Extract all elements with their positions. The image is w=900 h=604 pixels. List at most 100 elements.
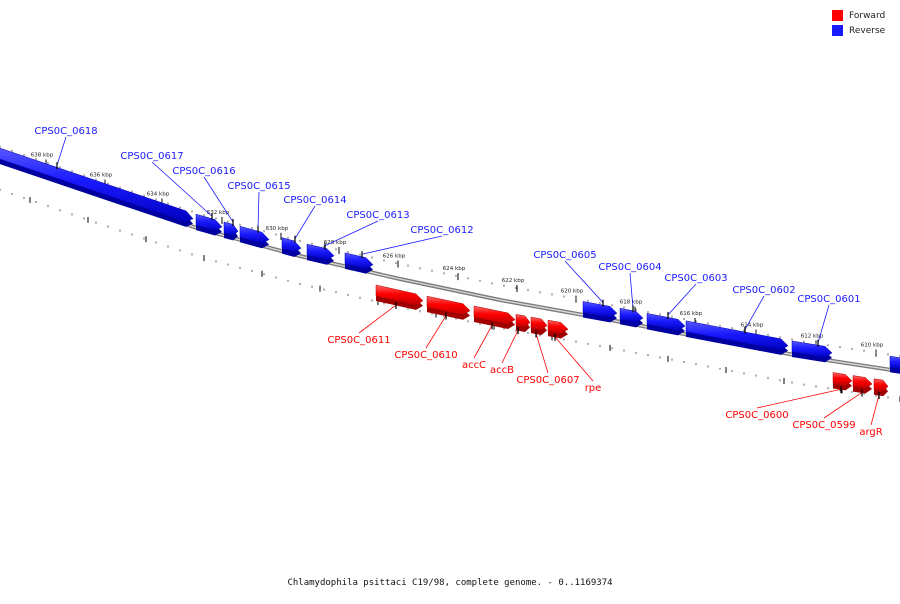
legend-reverse-label: Reverse — [849, 25, 886, 36]
gene-arrow[interactable] — [375, 284, 424, 310]
gene-arrow[interactable] — [852, 375, 873, 394]
gene-arrow[interactable] — [0, 147, 194, 227]
gene-label[interactable]: CPS0C_0614 — [283, 195, 346, 206]
gene-leader-line — [564, 260, 604, 303]
gene-arrow[interactable] — [832, 372, 853, 391]
tick-label: 618 kbp — [620, 300, 643, 306]
gene-arrow[interactable] — [646, 313, 686, 336]
gene-arrow[interactable] — [889, 355, 900, 374]
gene-labels: CPS0C_0618 CPS0C_0617 CPS0C_0616 CPS0C_0615… — [34, 126, 882, 438]
gene-arrow[interactable] — [473, 305, 516, 329]
tick-label: 626 kbp — [383, 254, 406, 260]
forward-swatch — [832, 10, 843, 21]
gene-leader-line — [361, 235, 443, 255]
gene-label[interactable]: CPS0C_0603 — [664, 273, 727, 284]
gene-label[interactable]: CPS0C_0615 — [227, 181, 290, 192]
gene-leader-line — [358, 304, 397, 334]
tick-label: 612 kbp — [801, 333, 824, 339]
gene-arrow-face — [889, 355, 900, 369]
gene-arrow[interactable] — [791, 340, 833, 363]
gene-arrow-face — [473, 305, 516, 325]
gene-label[interactable]: CPS0C_0600 — [725, 410, 788, 421]
legend-reverse: Reverse — [832, 23, 892, 38]
gene-arrow[interactable] — [223, 221, 239, 241]
gene-arrow-face — [0, 147, 194, 223]
tick-label: 632 kbp — [207, 210, 230, 216]
gene-arrow[interactable] — [239, 225, 270, 249]
gene-leader-line — [203, 176, 234, 223]
gene-arrow-face — [530, 316, 548, 331]
gene-leader-line — [744, 295, 765, 330]
gene-arrow-face — [223, 221, 239, 236]
gene-arrow[interactable] — [547, 319, 569, 339]
gene-label[interactable]: CPS0C_0610 — [394, 350, 457, 361]
gene-leader-line — [501, 330, 519, 364]
gene-leader-line — [294, 205, 316, 239]
gene-arrow-face — [375, 284, 424, 306]
gene-arrow-face — [547, 319, 569, 334]
legend-forward-label: Forward — [849, 10, 886, 21]
gene-label[interactable]: accC — [462, 360, 486, 371]
gene-leader-line — [629, 272, 634, 309]
gene-arrow[interactable] — [306, 243, 335, 265]
gene-arrow[interactable] — [515, 314, 531, 333]
gene-arrow-face — [281, 237, 302, 253]
gene-leader-line — [817, 304, 830, 343]
gene-arrow[interactable] — [873, 378, 889, 397]
gene-arrow-face — [791, 340, 833, 358]
tick-label: 630 kbp — [266, 226, 289, 232]
gene-label[interactable]: CPS0C_0602 — [732, 285, 795, 296]
gene-arrow[interactable] — [344, 252, 374, 274]
gene-leader-line — [56, 136, 67, 166]
gene-arrow-face — [582, 301, 618, 318]
strand-legend: Forward Reverse — [832, 8, 892, 38]
gene-label[interactable]: rpe — [585, 383, 602, 394]
gene-label[interactable]: argR — [859, 427, 882, 438]
gene-leader-line — [554, 336, 594, 382]
gene-arrow[interactable] — [582, 301, 618, 323]
gene-label[interactable]: CPS0C_0613 — [346, 210, 409, 221]
gene-leader-line — [324, 220, 379, 247]
tick-label: 622 kbp — [502, 278, 525, 284]
gene-arrow[interactable] — [530, 316, 548, 335]
gene-label[interactable]: CPS0C_0617 — [120, 151, 183, 162]
tick-label: 610 kbp — [861, 343, 884, 349]
legend-forward: Forward — [832, 8, 892, 23]
gene-features — [0, 147, 900, 397]
gene-label[interactable]: CPS0C_0604 — [598, 262, 661, 273]
gene-label[interactable]: CPS0C_0601 — [797, 294, 860, 305]
gene-arrow-face — [646, 313, 686, 331]
gene-leader-line — [257, 191, 260, 229]
gene-label[interactable]: CPS0C_0605 — [533, 250, 596, 261]
tick-label: 638 kbp — [31, 152, 54, 158]
tick-label: 628 kbp — [324, 240, 347, 246]
gene-leader-line — [667, 283, 697, 316]
gene-leader-line — [756, 388, 842, 409]
tick-label: 634 kbp — [147, 191, 170, 197]
genome-caption: Chlamydophila psittaci C19/98, complete … — [287, 578, 613, 588]
gene-arrow[interactable] — [195, 213, 223, 236]
gene-leader-line — [823, 392, 863, 419]
gene-label[interactable]: CPS0C_0616 — [172, 166, 235, 177]
tick-label: 636 kbp — [90, 173, 113, 179]
gene-arrow-face — [852, 375, 873, 389]
gene-arrow[interactable] — [281, 237, 302, 257]
gene-label[interactable]: CPS0C_0599 — [792, 420, 855, 431]
reverse-swatch — [832, 25, 843, 36]
gene-label[interactable]: CPS0C_0611 — [327, 335, 390, 346]
gene-arrow[interactable] — [685, 320, 789, 355]
gene-label[interactable]: CPS0C_0607 — [516, 375, 579, 386]
gene-arrow-face — [515, 314, 531, 328]
gene-label[interactable]: CPS0C_0612 — [410, 225, 473, 236]
gene-arrow-face — [873, 378, 889, 392]
gene-arrow[interactable] — [426, 295, 471, 320]
gene-arrow-face — [426, 295, 471, 315]
tick-label: 620 kbp — [561, 289, 584, 295]
gene-arrow[interactable] — [619, 307, 644, 328]
tick-label: 614 kbp — [741, 323, 764, 329]
gene-arrow-face — [685, 320, 789, 351]
gene-label[interactable]: accB — [490, 365, 514, 376]
gene-label[interactable]: CPS0C_0618 — [34, 126, 97, 137]
